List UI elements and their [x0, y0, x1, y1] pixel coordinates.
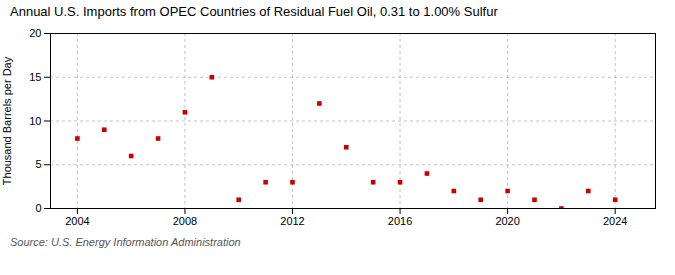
svg-text:2024: 2024	[603, 215, 627, 227]
svg-text:2016: 2016	[388, 215, 412, 227]
svg-text:2020: 2020	[495, 215, 519, 227]
svg-text:2012: 2012	[280, 215, 304, 227]
svg-text:15: 15	[29, 71, 41, 83]
svg-text:2004: 2004	[65, 215, 89, 227]
html-text:Annual U.S. Imports from OPEC: Annual U.S. Imports from OPEC Countries …	[10, 4, 498, 19]
svg-text:10: 10	[29, 115, 41, 127]
svg-text:2008: 2008	[173, 215, 197, 227]
svg-text:0: 0	[35, 202, 41, 214]
svg-text:20: 20	[29, 27, 41, 39]
svg-text:5: 5	[35, 158, 41, 170]
html-text:Source: U.S. Energy Informatio: Source: U.S. Energy Information Administ…	[10, 236, 241, 248]
svg-text:Thousand Barrels per Day: Thousand Barrels per Day	[1, 56, 13, 185]
